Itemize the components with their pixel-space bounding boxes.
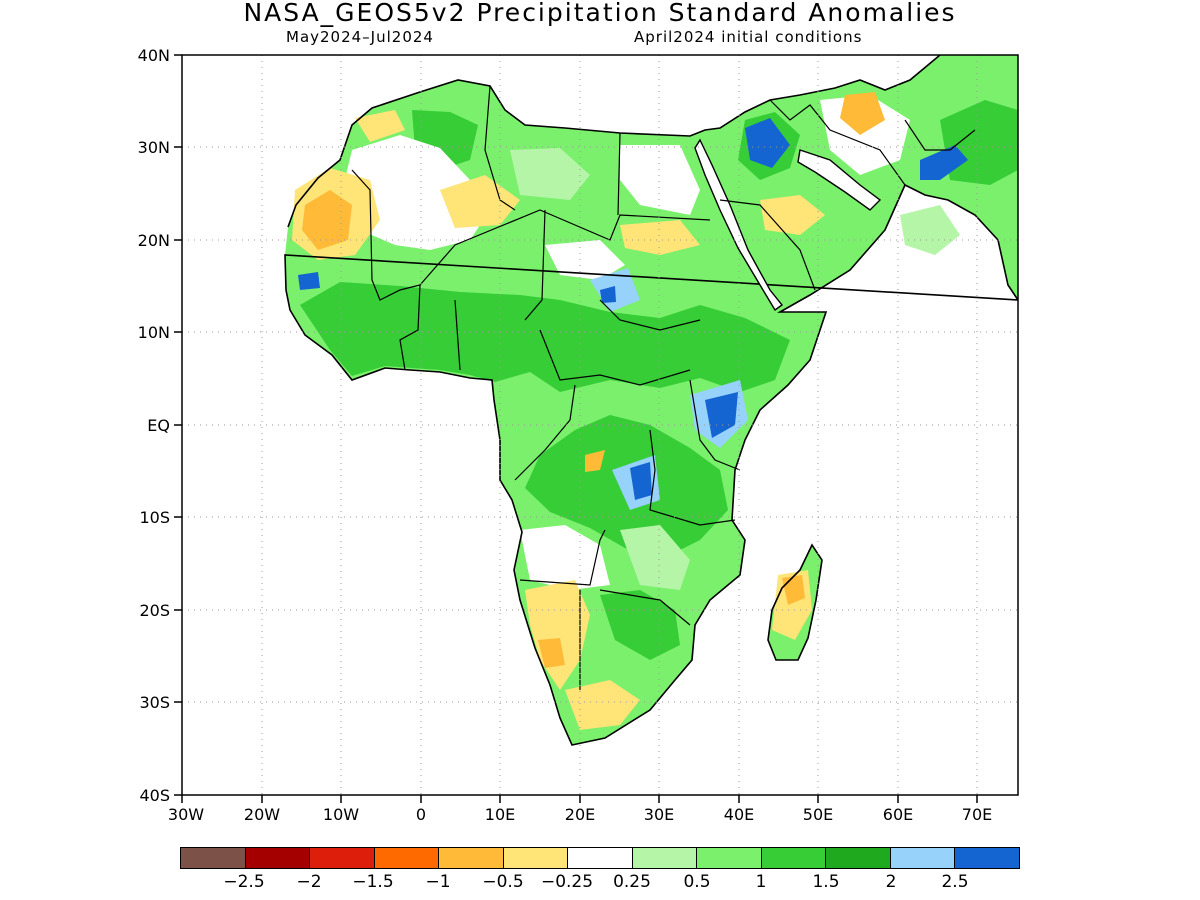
anomaly-region-05neg bbox=[302, 190, 352, 250]
initial-conditions: April2024 initial conditions bbox=[634, 28, 863, 46]
anomaly-region-neutral bbox=[545, 240, 625, 280]
lat-label: 10S bbox=[139, 508, 170, 527]
lon-label: 70E bbox=[962, 805, 992, 824]
anomaly-region-25 bbox=[920, 145, 968, 180]
lat-label: 40N bbox=[138, 46, 170, 65]
lon-label: 10W bbox=[323, 805, 359, 824]
legend-label: −2.5 bbox=[223, 872, 265, 892]
anomaly-region-15 bbox=[300, 282, 790, 392]
legend-label: 0.25 bbox=[613, 872, 651, 892]
lon-label: 60E bbox=[883, 805, 913, 824]
lat-label: 30N bbox=[138, 138, 170, 157]
legend-label: 0.5 bbox=[683, 872, 711, 892]
anomaly-region-025 bbox=[525, 580, 590, 690]
anomaly-region-05 bbox=[620, 525, 690, 590]
anomaly-region-05neg bbox=[538, 638, 565, 668]
anomaly-region-25 bbox=[705, 392, 738, 438]
red-sea bbox=[694, 138, 784, 312]
legend-label: −1 bbox=[425, 872, 451, 892]
forecast-period: May2024–Jul2024 bbox=[286, 28, 434, 46]
graticule bbox=[182, 55, 1018, 795]
lat-label: 20S bbox=[139, 601, 170, 620]
lon-label: 30W bbox=[168, 805, 204, 824]
anomaly-region-05 bbox=[510, 148, 590, 200]
legend-swatch bbox=[503, 848, 569, 868]
legend-swatch bbox=[181, 848, 246, 868]
legend-swatch bbox=[761, 848, 827, 868]
legend-swatch bbox=[826, 848, 891, 868]
anomaly-region-05 bbox=[900, 205, 960, 255]
legend-swatch bbox=[632, 848, 698, 868]
map-title: NASA_GEOS5v2 Precipitation Standard Anom… bbox=[243, 0, 957, 27]
axis-ticks bbox=[174, 54, 978, 803]
anomaly-region-05neg bbox=[585, 450, 605, 472]
legend-swatch bbox=[568, 848, 633, 868]
anomaly-region-025 bbox=[565, 680, 640, 730]
anomaly-region-025 bbox=[620, 220, 700, 255]
lat-label: 30S bbox=[139, 693, 170, 712]
color-legend bbox=[180, 847, 1020, 869]
anomaly-region-neutral bbox=[520, 525, 610, 590]
coastline bbox=[284, 55, 1018, 746]
anomaly-region-025 bbox=[355, 110, 405, 142]
lat-label: 40S bbox=[139, 786, 170, 805]
madagascar-coast bbox=[767, 543, 823, 661]
lon-label: 10E bbox=[485, 805, 515, 824]
anomaly-region-25 bbox=[298, 272, 320, 290]
anomaly-region-15 bbox=[600, 590, 680, 660]
legend-swatch bbox=[439, 848, 504, 868]
lon-label: 20E bbox=[565, 805, 595, 824]
lon-label: 20W bbox=[244, 805, 280, 824]
legend-swatch bbox=[245, 848, 311, 868]
anomaly-region-25 bbox=[630, 462, 652, 500]
anomaly-region-25 bbox=[600, 286, 616, 303]
legend-swatch bbox=[890, 848, 956, 868]
anomaly-region-025 bbox=[440, 175, 520, 228]
lon-label: 30E bbox=[644, 805, 674, 824]
legend-label: 1.5 bbox=[812, 872, 840, 892]
anomaly-region-neutral bbox=[620, 145, 700, 215]
anomaly-region-25 bbox=[745, 118, 790, 168]
lon-label: 40E bbox=[724, 805, 754, 824]
lat-label: 10N bbox=[138, 323, 170, 342]
persian-gulf bbox=[797, 149, 882, 211]
anomaly-region-025 bbox=[760, 195, 825, 235]
lat-label: EQ bbox=[147, 416, 170, 435]
lat-label: 20N bbox=[138, 231, 170, 250]
lon-label: 50E bbox=[803, 805, 833, 824]
legend-swatch bbox=[955, 848, 1019, 868]
lon-label: 0 bbox=[416, 805, 426, 824]
legend-swatch bbox=[697, 848, 762, 868]
anomaly-region-05neg bbox=[840, 92, 885, 135]
legend-label: −0.5 bbox=[482, 872, 524, 892]
legend-label: 2.5 bbox=[941, 872, 969, 892]
legend-label: −1.5 bbox=[352, 872, 394, 892]
legend-swatch bbox=[374, 848, 440, 868]
legend-label: 2 bbox=[885, 872, 897, 892]
legend-label: −2 bbox=[296, 872, 322, 892]
country-borders bbox=[351, 85, 976, 690]
legend-label: 1 bbox=[755, 872, 767, 892]
legend-label: −0.25 bbox=[540, 872, 594, 892]
legend-swatch bbox=[310, 848, 375, 868]
